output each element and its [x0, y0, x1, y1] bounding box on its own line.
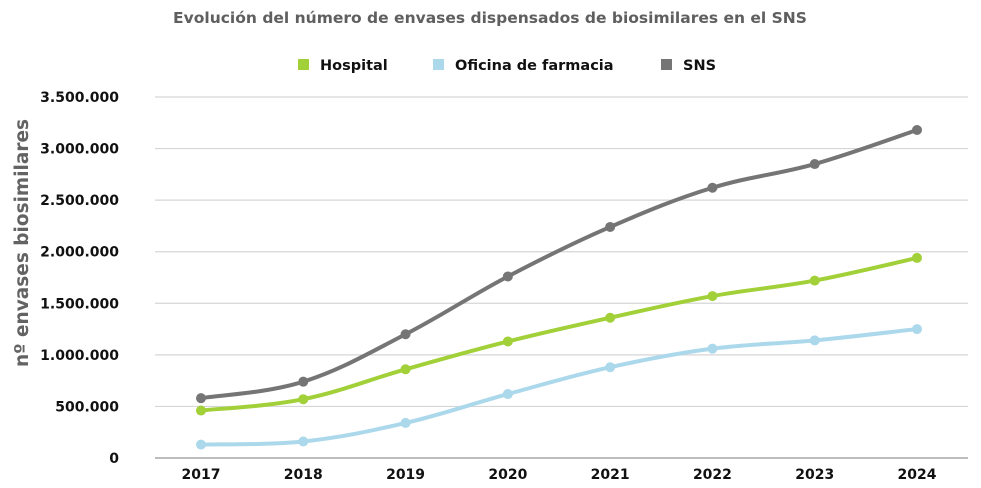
legend-label: Hospital — [320, 58, 388, 74]
legend-swatch — [433, 59, 444, 70]
series-line-oficina-de-farmacia — [199, 327, 919, 447]
data-point-hospital-2022 — [707, 291, 718, 302]
x-tick-label: 2020 — [488, 467, 527, 483]
series-line-hospital — [199, 255, 919, 413]
data-point-hospital-2024 — [912, 252, 922, 263]
y-tick-label: 500.000 — [55, 399, 119, 415]
x-tick-label: 2022 — [693, 467, 732, 483]
data-point-sns-2018 — [298, 376, 309, 387]
data-point-sns-2017 — [196, 393, 206, 404]
legend-label: SNS — [683, 58, 716, 74]
gridlines — [155, 96, 968, 459]
data-point-oficina-de-farmacia-2024 — [912, 324, 922, 335]
chart-title: Evolución del número de envases dispensa… — [173, 9, 807, 27]
y-axis-label: nº envases biosimilares — [12, 119, 33, 367]
legend: Hospital Oficina de farmacia SNS — [298, 58, 716, 74]
x-tick-label: 2018 — [284, 467, 323, 483]
data-point-hospital-2018 — [298, 394, 309, 405]
series-line-sns — [199, 128, 919, 401]
legend-swatch — [661, 59, 672, 70]
legend-label: Oficina de farmacia — [455, 58, 614, 74]
data-point-hospital-2023 — [809, 275, 820, 286]
series-sns — [196, 125, 922, 404]
data-point-hospital-2017 — [196, 405, 206, 416]
series-hospital — [196, 252, 922, 416]
data-point-sns-2020 — [502, 271, 513, 282]
y-tick-label: 1.000.000 — [40, 348, 119, 364]
data-point-oficina-de-farmacia-2018 — [298, 436, 309, 447]
data-point-oficina-de-farmacia-2023 — [809, 335, 820, 346]
y-tick-label: 2.500.000 — [40, 193, 119, 209]
x-axis-ticks: 2017 2018 2019 2020 2021 2022 2023 2024 — [182, 467, 937, 483]
y-tick-label: 1.500.000 — [40, 296, 119, 312]
x-tick-label: 2024 — [898, 467, 937, 483]
series-oficina-de-farmacia — [196, 324, 922, 450]
data-point-sns-2019 — [400, 329, 411, 340]
x-tick-label: 2021 — [591, 467, 630, 483]
legend-swatch — [298, 59, 309, 70]
data-point-hospital-2021 — [605, 312, 616, 323]
y-tick-label: 0 — [109, 451, 119, 467]
x-tick-label: 2023 — [795, 467, 834, 483]
legend-item-hospital: Hospital — [298, 58, 388, 74]
data-point-oficina-de-farmacia-2019 — [400, 417, 411, 428]
x-tick-label: 2017 — [182, 467, 221, 483]
data-point-sns-2023 — [809, 159, 820, 170]
legend-item-sns: SNS — [661, 58, 716, 74]
legend-item-oficina-de-farmacia: Oficina de farmacia — [433, 58, 614, 74]
data-point-oficina-de-farmacia-2017 — [196, 439, 206, 450]
y-axis-ticks: 0 500.000 1.000.000 1.500.000 2.000.000 2.500… — [40, 90, 119, 467]
series-group — [196, 125, 922, 450]
data-point-oficina-de-farmacia-2022 — [707, 343, 718, 354]
data-point-sns-2024 — [912, 125, 922, 136]
y-tick-label: 3.000.000 — [40, 142, 119, 158]
data-point-sns-2022 — [707, 182, 718, 193]
data-point-oficina-de-farmacia-2021 — [605, 362, 616, 373]
data-point-hospital-2020 — [502, 336, 513, 347]
data-point-hospital-2019 — [400, 364, 411, 375]
data-point-oficina-de-farmacia-2020 — [502, 389, 513, 400]
y-tick-label: 2.000.000 — [40, 245, 119, 261]
y-tick-label: 3.500.000 — [40, 90, 119, 106]
data-point-sns-2021 — [605, 221, 616, 232]
x-tick-label: 2019 — [386, 467, 425, 483]
